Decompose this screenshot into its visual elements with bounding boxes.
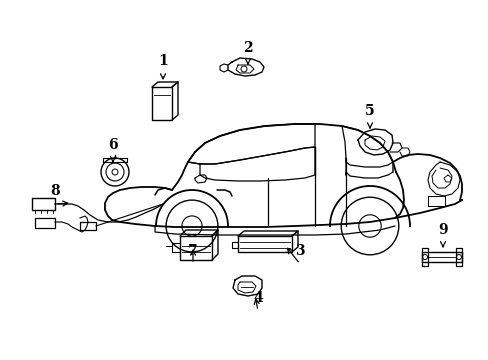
Text: 5: 5	[365, 104, 374, 118]
Text: 7: 7	[188, 244, 198, 258]
Text: 4: 4	[253, 291, 263, 305]
Text: 3: 3	[295, 244, 304, 258]
Text: 8: 8	[50, 184, 60, 198]
Text: 6: 6	[108, 138, 118, 152]
Text: 9: 9	[437, 223, 447, 237]
Text: 1: 1	[158, 54, 167, 68]
Text: 2: 2	[243, 41, 252, 55]
